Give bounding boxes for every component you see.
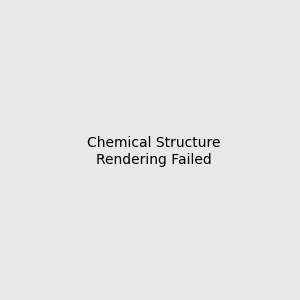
Text: Chemical Structure
Rendering Failed: Chemical Structure Rendering Failed [87,136,220,166]
